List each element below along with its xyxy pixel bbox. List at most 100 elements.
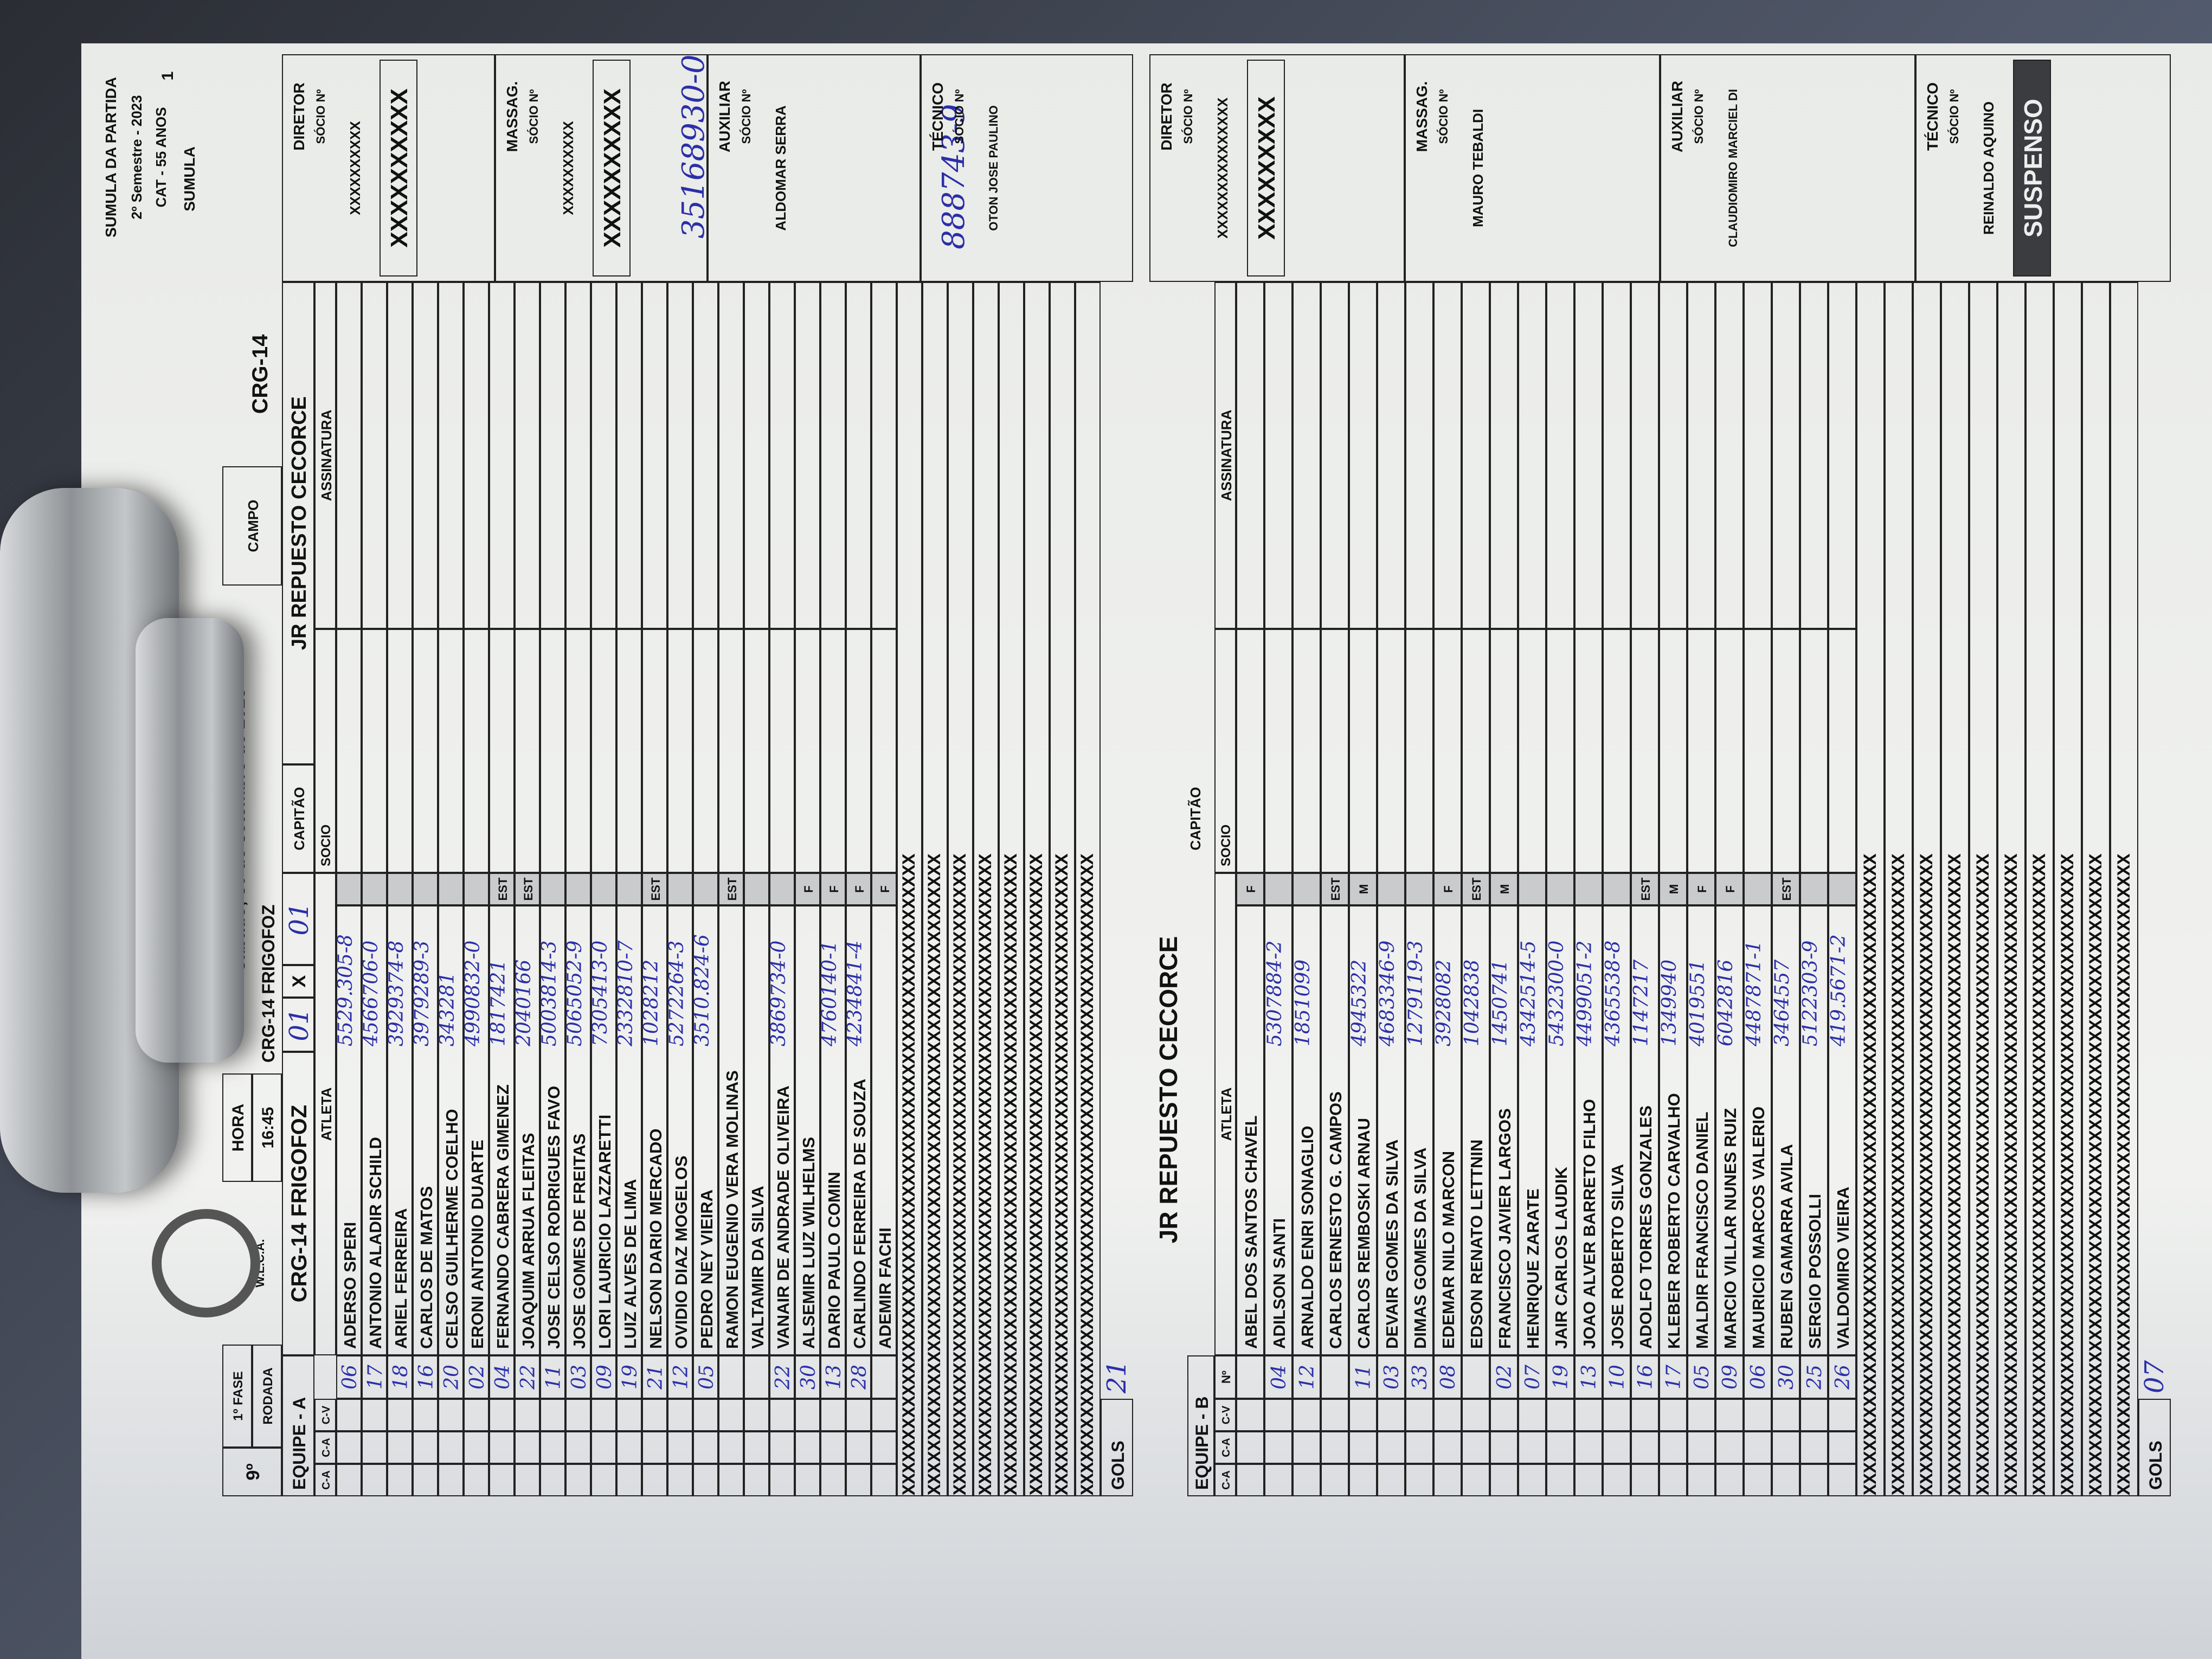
signature-cell <box>362 282 387 629</box>
filler-row: XXXXXXXXXXXXXXXXXXXXXXXXXXXXXXXXXXXXXXXX… <box>1885 282 1913 1496</box>
signature-cell <box>1603 282 1631 629</box>
tag: EST <box>718 873 744 905</box>
cell <box>1321 1431 1349 1464</box>
cell <box>1659 1464 1687 1496</box>
signature-cell <box>387 282 413 629</box>
filler-row: XXXXXXXXXXXXXXXXXXXXXXXXXXXXXXXXXXXXXXXX… <box>973 282 999 1496</box>
cell <box>693 1399 718 1431</box>
cell <box>1518 1399 1546 1431</box>
signature-cell <box>336 282 362 629</box>
staff-value: REINALDO AQUINO <box>1980 101 1997 235</box>
number: 12 <box>667 1355 693 1399</box>
cell <box>591 1399 616 1431</box>
socio-number: 6042816 <box>1715 959 1737 1046</box>
filler-row: XXXXXXXXXXXXXXXXXXXXXXXXXXXXXXXXXXXXXXXX… <box>999 282 1024 1496</box>
number <box>718 1355 744 1399</box>
rodada: RODADA <box>252 1345 282 1448</box>
cell <box>820 1399 846 1431</box>
signature-cell <box>642 282 667 629</box>
number: 33 <box>1405 1355 1433 1399</box>
signature-cell <box>1349 282 1377 629</box>
filler-row: XXXXXXXXXXXXXXXXXXXXXXXXXXXXXXXXXXXXXXXX… <box>1941 282 1969 1496</box>
cell <box>1603 1431 1631 1464</box>
equipe-label: EQUIPE - B <box>1187 1355 1214 1496</box>
filler-row: XXXXXXXXXXXXXXXXXXXXXXXXXXXXXXXXXXXXXXXX… <box>1050 282 1075 1496</box>
socio-number: 1028212 <box>640 959 663 1046</box>
cell <box>1546 1464 1574 1496</box>
cell <box>1800 1399 1828 1431</box>
cell <box>1264 1399 1293 1431</box>
staff-big: XXXXXXXXX <box>1247 60 1285 276</box>
signature-cell <box>1462 282 1490 629</box>
filler-row: XXXXXXXXXXXXXXXXXXXXXXXXXXXXXXXXXXXXXXXX… <box>922 282 948 1496</box>
signature-cell <box>1293 282 1321 629</box>
cell <box>667 1431 693 1464</box>
number: 21 <box>642 1355 667 1399</box>
gols-label: GOLS <box>1101 1399 1133 1496</box>
signature-cell <box>718 282 744 629</box>
staff-role: AUXILIAR <box>1669 80 1686 153</box>
staff-value: XXXXXXXXXXXXXXX <box>1214 97 1231 239</box>
socio-cell <box>718 629 744 873</box>
cell <box>387 1399 413 1431</box>
socio-number: 1042838 <box>1461 959 1483 1046</box>
cell <box>540 1431 565 1464</box>
col-assinatura: ASSINATURA <box>1214 282 1236 629</box>
signature-cell <box>795 282 820 629</box>
socio-number: 4760140-1 <box>819 940 841 1046</box>
cell <box>718 1431 744 1464</box>
signature-cell <box>1321 282 1349 629</box>
staff-role: DIRETOR <box>291 82 307 151</box>
cell <box>642 1464 667 1496</box>
cell <box>515 1464 540 1496</box>
staff-socio-label: SÓCIO Nº <box>1181 89 1195 144</box>
cell <box>387 1431 413 1464</box>
score-away: 01 <box>282 873 314 965</box>
socio-number: 5272264-3 <box>666 940 688 1046</box>
number: 04 <box>1264 1355 1293 1399</box>
number: 26 <box>1828 1355 1856 1399</box>
cell <box>515 1399 540 1431</box>
cell <box>1687 1399 1715 1431</box>
socio-number: 1817421 <box>487 959 510 1046</box>
number: 18 <box>387 1355 413 1399</box>
socio-number: 3464557 <box>1771 959 1793 1046</box>
staff-role: AUXILIAR <box>716 80 733 153</box>
number: 22 <box>515 1355 540 1399</box>
socio-number: 1147217 <box>1630 959 1652 1046</box>
socio-number: 4566706-0 <box>360 940 382 1046</box>
socio-number: 3929374-8 <box>385 940 408 1046</box>
score-home: 01 <box>282 998 314 1052</box>
cell <box>1744 1399 1772 1431</box>
staff-role: TÉCNICO <box>929 82 946 151</box>
cell <box>540 1399 565 1431</box>
staff-socio-label: SÓCIO Nº <box>740 89 753 144</box>
socio-number: 4019551 <box>1687 959 1709 1046</box>
signature-cell <box>413 282 438 629</box>
cell <box>1518 1431 1546 1464</box>
socio-number: 3510.824-6 <box>691 934 713 1046</box>
team-name: CRG-14 FRIGOFOZ <box>282 1052 314 1355</box>
cell <box>846 1431 871 1464</box>
number: 25 <box>1800 1355 1828 1399</box>
tag: EST <box>1321 873 1349 905</box>
number <box>744 1355 769 1399</box>
cell <box>1772 1431 1800 1464</box>
number: 06 <box>336 1355 362 1399</box>
socio-number: 4365538-8 <box>1602 940 1624 1046</box>
capitao-label: CAPITÃO <box>282 764 314 873</box>
sheet-number: 1 <box>159 71 177 81</box>
signature-cell <box>515 282 540 629</box>
socio-cell <box>871 629 897 873</box>
number: 02 <box>464 1355 489 1399</box>
signature-cell <box>871 282 897 629</box>
signature-cell <box>667 282 693 629</box>
cell <box>1293 1399 1321 1431</box>
number: 08 <box>1433 1355 1462 1399</box>
signature-cell <box>1744 282 1772 629</box>
cell <box>413 1464 438 1496</box>
number <box>1321 1355 1349 1399</box>
socio-number: 5432300-0 <box>1546 940 1568 1046</box>
socio-number: 7305413-0 <box>589 940 612 1046</box>
